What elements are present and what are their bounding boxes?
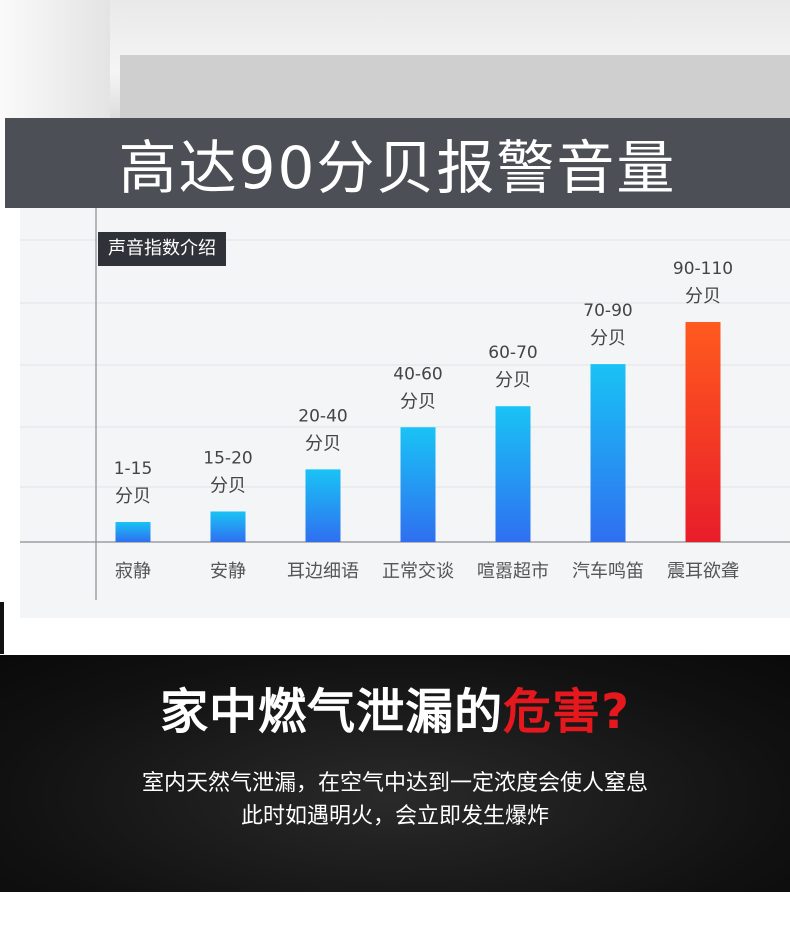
bar xyxy=(590,364,626,542)
data-label-unit: 分贝 xyxy=(210,475,246,496)
headline-red: 危害? xyxy=(503,684,630,740)
warning-headline: 家中燃气泄漏的危害? xyxy=(0,672,790,742)
bar xyxy=(115,522,151,542)
category-tick-label: 喧嚣超市 xyxy=(477,561,549,582)
data-label-unit: 分贝 xyxy=(305,433,341,454)
banner-title: 高达90分贝报警音量 xyxy=(118,134,677,202)
data-label-range: 20-40 xyxy=(298,406,347,426)
bar xyxy=(685,322,721,542)
category-tick-label: 安静 xyxy=(210,561,246,582)
chart-area xyxy=(20,208,790,618)
bar xyxy=(400,427,436,542)
background-wall xyxy=(120,55,790,120)
category-tick-label: 寂静 xyxy=(115,561,151,582)
category-tick-label: 正常交谈 xyxy=(382,561,454,582)
top-background-photo xyxy=(0,0,790,120)
data-label-unit: 分贝 xyxy=(590,328,626,349)
data-label-unit: 分贝 xyxy=(115,486,151,507)
data-label-range: 1-15 xyxy=(114,459,153,479)
data-label-range: 70-90 xyxy=(583,301,632,321)
warning-line-2: 此时如遇明火，会立即发生爆炸 xyxy=(240,804,549,829)
background-wall-left xyxy=(0,0,110,120)
category-tick-label: 汽车鸣笛 xyxy=(572,561,644,582)
warning-panel xyxy=(0,655,790,892)
data-label-unit: 分贝 xyxy=(495,370,531,391)
bar xyxy=(305,469,341,542)
chart-label: 声音指数介绍 xyxy=(98,232,226,266)
data-label-range: 90-110 xyxy=(673,259,733,279)
headline-main: 家中燃气泄漏的 xyxy=(160,684,504,740)
warning-line-1: 室内天然气泄漏，在空气中达到一定浓度会使人窒息 xyxy=(141,771,648,796)
separator-bar xyxy=(0,602,4,654)
data-label-range: 60-70 xyxy=(488,343,537,363)
data-label-range: 40-60 xyxy=(393,364,442,384)
category-tick-label: 震耳欲聋 xyxy=(667,561,739,582)
category-tick-label: 耳边细语 xyxy=(287,561,359,582)
bar xyxy=(210,511,246,542)
title-banner: 高达90分贝报警音量 xyxy=(5,118,790,208)
bar xyxy=(495,406,531,542)
data-label-range: 15-20 xyxy=(203,448,252,468)
data-label-unit: 分贝 xyxy=(685,286,721,307)
data-label-unit: 分贝 xyxy=(400,391,436,412)
